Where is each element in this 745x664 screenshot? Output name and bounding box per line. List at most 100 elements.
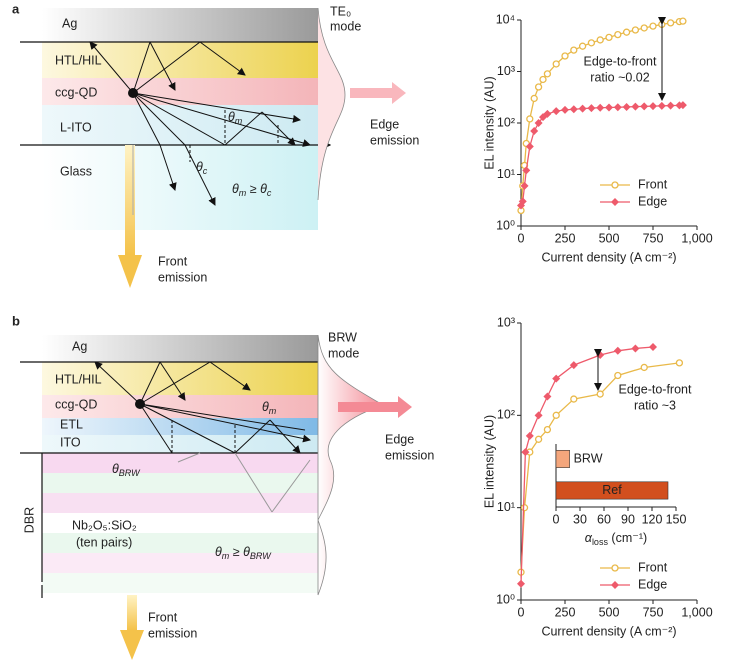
x-tick-label: 0 [518, 605, 525, 619]
edge-arrow [350, 82, 406, 104]
layer-ito [42, 105, 318, 145]
layer-ag [42, 335, 318, 362]
marker [622, 102, 631, 111]
marker [649, 102, 657, 111]
marker [587, 104, 596, 113]
marker [543, 70, 552, 78]
layer-label: Ag [62, 16, 77, 30]
layer-ag [42, 8, 318, 42]
marker [578, 42, 587, 50]
edge-label: Edge [370, 117, 399, 131]
legend-label: Front [638, 560, 668, 574]
condition-label: θm ≥ θc [232, 182, 272, 198]
x-tick-label: 0 [553, 512, 560, 526]
marker [534, 83, 543, 91]
x-tick-label: 1,000 [681, 231, 712, 245]
marker [678, 101, 687, 110]
legend-label: Edge [638, 194, 667, 208]
marker [543, 109, 552, 118]
marker [587, 39, 596, 47]
marker [522, 166, 531, 175]
marker [605, 33, 613, 42]
y-tick-label: 10² [497, 408, 515, 422]
label-part: loss [592, 537, 609, 547]
marker [569, 105, 578, 114]
marker [578, 104, 587, 113]
mode-profile [317, 7, 346, 201]
front-beam [125, 145, 135, 255]
marker [631, 102, 640, 111]
marker [526, 115, 534, 123]
marker [596, 103, 605, 112]
theta-label: θc [196, 160, 208, 176]
panel-label: b [12, 313, 20, 328]
emitter [128, 88, 138, 98]
marker [543, 392, 552, 401]
marker [520, 504, 529, 512]
emitter [135, 399, 145, 409]
marker [679, 17, 687, 25]
layer-label: ITO [60, 435, 81, 449]
layer-glass [42, 145, 318, 230]
front-label: Front [148, 610, 178, 624]
marker [649, 22, 657, 30]
marker [631, 26, 640, 34]
y-axis-label: EL intensity (AU) [482, 76, 496, 169]
marker [561, 52, 569, 60]
y-axis-label: EL intensity (AU) [482, 415, 496, 508]
annotation: Edge-to-front [584, 54, 657, 68]
x-tick-label: 30 [573, 512, 587, 526]
legend-label: Front [638, 177, 668, 191]
theta-label: θm [228, 110, 243, 126]
layer-label: HTL/HIL [55, 53, 102, 67]
condition-label: θm ≥ θBRW [215, 545, 272, 561]
panel-label: a [12, 1, 20, 16]
legend-marker [611, 198, 619, 206]
y-tick-label: 10¹ [497, 500, 515, 514]
marker [530, 94, 538, 103]
edge-label: emission [385, 448, 434, 462]
x-tick-label: 250 [555, 231, 576, 245]
marker [596, 351, 605, 360]
theta-label: θm [262, 400, 277, 416]
mode-label: mode [328, 346, 359, 360]
x-tick-label: 1,000 [681, 605, 712, 619]
legend-label: Edge [638, 577, 667, 591]
x-tick-label: 90 [621, 512, 635, 526]
x-axis-label: Current density (A cm⁻²) [541, 250, 676, 264]
marker [543, 425, 552, 434]
front-label: emission [158, 270, 207, 284]
x-tick-label: 500 [599, 231, 620, 245]
marker [552, 411, 560, 419]
y-tick-label: 10¹ [497, 167, 515, 181]
x-tick-label: 750 [643, 605, 664, 619]
label-part: α [585, 531, 593, 545]
bar-label: BRW [574, 451, 603, 465]
marker [521, 448, 530, 457]
x-tick-label: 500 [599, 605, 620, 619]
marker [596, 36, 604, 44]
x-tick-label: 60 [597, 512, 611, 526]
marker [525, 431, 534, 440]
layer-label: Ag [72, 339, 87, 353]
front-beam [127, 595, 137, 630]
rays [89, 41, 311, 215]
mode-label: BRW [328, 330, 357, 344]
marker [614, 30, 622, 39]
layer-htl [42, 362, 318, 395]
marker [552, 60, 560, 68]
marker [570, 46, 578, 54]
marker [570, 395, 578, 403]
x-tick-label: 750 [643, 231, 664, 245]
dbr-material: Nb₂O₅:SiO₂ [72, 518, 137, 532]
y-tick-label: 10³ [497, 315, 515, 329]
layer-ito [42, 435, 318, 453]
marker [596, 390, 604, 398]
x-tick-label: 0 [518, 231, 525, 245]
layer-etl [42, 418, 318, 435]
y-tick-label: 10³ [497, 64, 515, 78]
marker [517, 579, 525, 588]
front-arrow [118, 255, 142, 288]
edge-label: emission [370, 133, 419, 147]
